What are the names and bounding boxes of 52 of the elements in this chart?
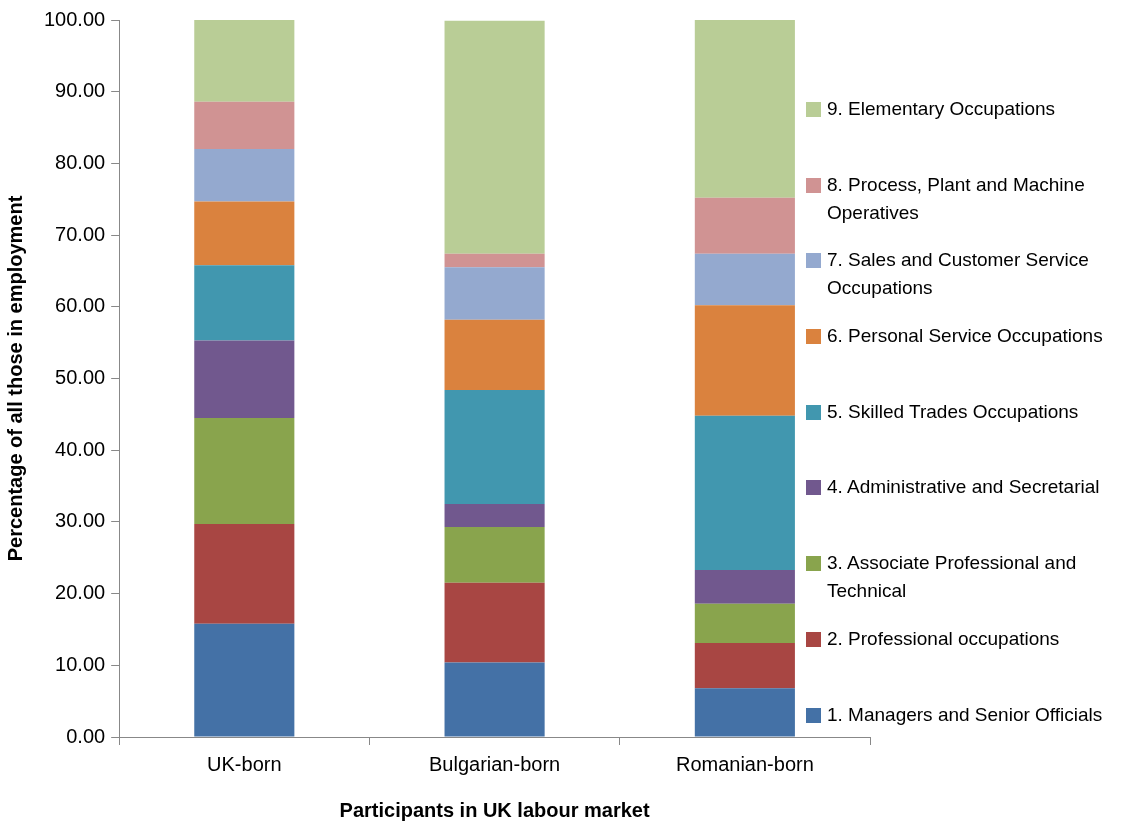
bar xyxy=(194,265,295,341)
legend-label: 1. Managers and Senior Officials xyxy=(827,702,1103,727)
legend-label: 2. Professional occupations xyxy=(827,626,1060,651)
legend-label: 5. Skilled Trades Occupations xyxy=(827,399,1079,424)
y-tick-label: 10.00 xyxy=(55,652,106,675)
bar xyxy=(194,417,295,525)
x-tick-label: UK-born xyxy=(207,752,282,775)
bar xyxy=(194,524,295,624)
y-tick-label: 30.00 xyxy=(55,509,106,532)
bar xyxy=(694,20,795,198)
bar xyxy=(694,569,795,604)
bar xyxy=(194,101,295,150)
bar xyxy=(444,526,545,583)
bar xyxy=(694,415,795,570)
legend-label: 3. Associate Professional and Technical xyxy=(827,551,1078,604)
bar xyxy=(444,582,545,663)
y-axis-title: Percentage of all those in employment xyxy=(3,195,26,562)
bar xyxy=(194,149,295,202)
bar xyxy=(694,253,795,306)
legend-label: 8. Process, Plant and Machine Operatives xyxy=(827,172,1086,225)
bar xyxy=(444,267,545,320)
bar xyxy=(444,503,545,527)
y-tick-label: 0.00 xyxy=(66,724,106,747)
bar xyxy=(444,20,545,254)
y-tick-label: 50.00 xyxy=(55,366,106,389)
bar xyxy=(444,319,545,390)
bar xyxy=(694,305,795,416)
bar xyxy=(194,340,295,418)
legend-label: 4. Administrative and Secretarial xyxy=(827,475,1100,500)
y-tick-label: 70.00 xyxy=(55,222,106,245)
y-tick-label: 40.00 xyxy=(55,437,106,460)
bar xyxy=(444,662,545,737)
legend-label: 9. Elementary Occupations xyxy=(827,97,1056,121)
bar xyxy=(444,253,545,268)
bar xyxy=(194,20,295,102)
y-tick-label: 90.00 xyxy=(55,79,106,102)
y-tick-label: 100.00 xyxy=(44,7,106,30)
bar xyxy=(194,201,295,266)
bar xyxy=(444,389,545,504)
y-tick-label: 80.00 xyxy=(55,150,106,173)
bar xyxy=(694,603,795,644)
x-tick-label: Bulgarian-born xyxy=(428,752,561,775)
x-tick-label: Romanian-born xyxy=(675,752,814,775)
y-tick-label: 60.00 xyxy=(55,294,106,317)
legend-label: 6. Personal Service Occupations xyxy=(827,324,1103,349)
bar xyxy=(694,688,795,737)
legend-label: 7. Sales and Customer Service Occupations xyxy=(827,248,1090,301)
x-axis-title: Participants in UK labour market xyxy=(339,798,650,821)
bar xyxy=(194,623,295,737)
bar xyxy=(694,197,795,254)
bar xyxy=(694,643,795,689)
y-tick-label: 20.00 xyxy=(55,581,106,604)
